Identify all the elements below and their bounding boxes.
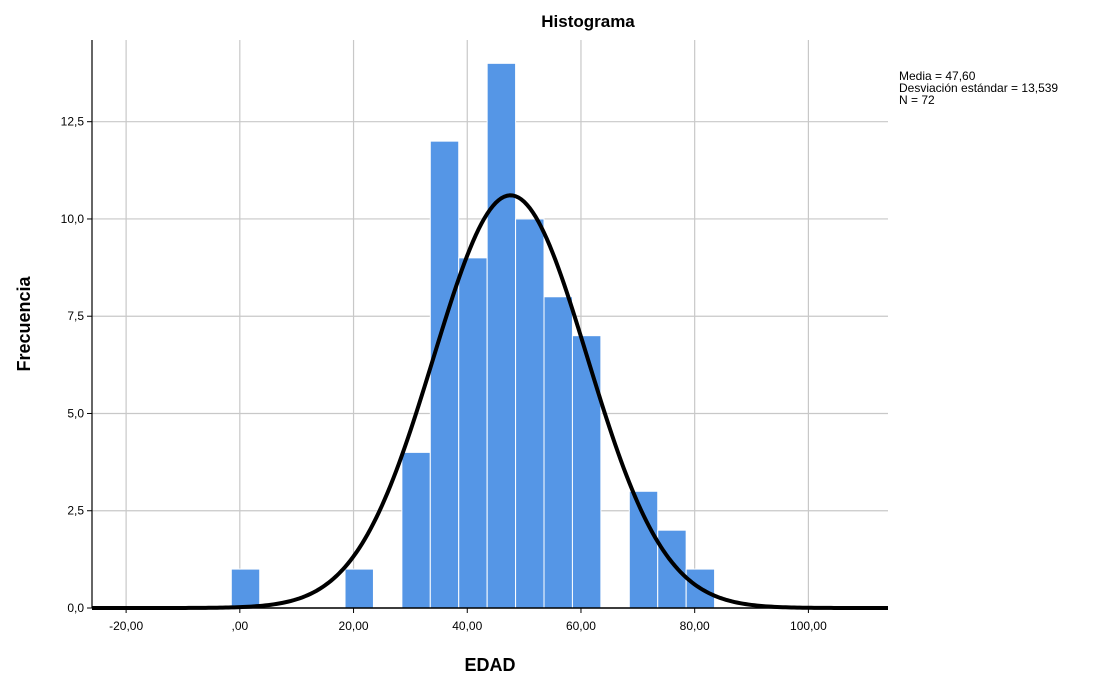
y-tick-label: 10,0 xyxy=(61,212,85,226)
chart-title: Histograma xyxy=(541,12,635,31)
y-axis-title: Frecuencia xyxy=(14,275,34,371)
x-tick-label: 20,00 xyxy=(339,619,369,633)
y-tick-label: 12,5 xyxy=(61,115,85,129)
sd-label: Desviación estándar = 13,539 xyxy=(899,81,1059,95)
y-tick-label: 2,5 xyxy=(67,504,84,518)
histogram-bar xyxy=(657,529,687,609)
x-tick-label: 80,00 xyxy=(680,619,710,633)
bars xyxy=(230,62,716,609)
mean-label: Media = 47,60 xyxy=(899,69,976,83)
x-axis-title: EDAD xyxy=(464,655,515,675)
histogram-bar xyxy=(458,257,488,609)
histogram-bar xyxy=(230,568,261,609)
histogram-bar xyxy=(401,451,431,609)
histogram-bar xyxy=(486,62,517,609)
y-tick-labels: 0,0 2,5 5,0 7,5 10,0 12,5 xyxy=(61,115,85,615)
x-tick-label: 40,00 xyxy=(452,619,482,633)
axes xyxy=(87,40,888,613)
x-tick-label: ,00 xyxy=(231,619,248,633)
x-tick-label: 60,00 xyxy=(566,619,596,633)
histogram-bar xyxy=(628,490,659,609)
x-tick-labels: -20,00 ,00 20,00 40,00 60,00 80,00 100,00 xyxy=(109,619,827,633)
y-tick-label: 7,5 xyxy=(67,309,84,323)
y-tick-label: 0,0 xyxy=(67,601,84,615)
n-label: N = 72 xyxy=(899,93,935,107)
histogram-bar xyxy=(344,568,374,609)
stats-legend: Media = 47,60 Desviación estándar = 13,5… xyxy=(899,70,1058,106)
y-tick-label: 5,0 xyxy=(67,406,84,420)
histogram-bar xyxy=(543,296,573,609)
histogram-bar xyxy=(429,140,460,609)
x-tick-label: 100,00 xyxy=(790,619,827,633)
histogram-bar xyxy=(515,218,545,609)
x-tick-label: -20,00 xyxy=(109,619,143,633)
histogram-bar xyxy=(571,335,602,609)
